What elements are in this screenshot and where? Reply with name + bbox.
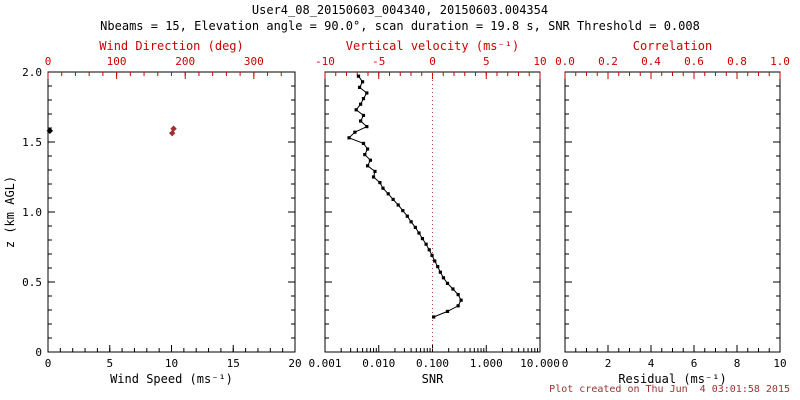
svg-text:10: 10 [533, 55, 546, 68]
svg-text:300: 300 [244, 55, 264, 68]
plot-title: User4_08_20150603_004340, 20150603.00435… [251, 3, 549, 17]
snr-profile-points [347, 74, 463, 319]
svg-text:6: 6 [691, 357, 698, 370]
panel-vertical-velocity-snr: 0.001 0.010 0.100 1.000 10.000 SNR -10 -5 0 5 10 Ve… [308, 39, 559, 386]
svg-text:5: 5 [106, 357, 113, 370]
plot-subtitle: Nbeams = 15, Elevation angle = 90.0°, sc… [100, 19, 700, 33]
panel-frame [47, 71, 296, 353]
svg-text:0: 0 [45, 357, 52, 370]
svg-text:0.5: 0.5 [22, 276, 42, 289]
plot-created-timestamp: Plot created on Thu Jun 4 03:01:58 2015 [549, 384, 790, 395]
svg-text:0.6: 0.6 [684, 55, 704, 68]
svg-text:Wind Speed (ms⁻¹): Wind Speed (ms⁻¹) [110, 372, 233, 386]
svg-text:100: 100 [107, 55, 127, 68]
svg-text:15: 15 [227, 357, 240, 370]
wind-direction-points [168, 125, 177, 137]
svg-text:10: 10 [165, 357, 178, 370]
svg-text:0.4: 0.4 [641, 55, 661, 68]
svg-text:0: 0 [429, 55, 436, 68]
svg-text:0.2: 0.2 [598, 55, 618, 68]
wind-speed-points [46, 127, 54, 134]
svg-text:0: 0 [562, 357, 569, 370]
svg-text:SNR: SNR [422, 372, 444, 386]
svg-text:1.000: 1.000 [470, 357, 503, 370]
svg-text:20: 20 [288, 357, 301, 370]
svg-text:-10: -10 [315, 55, 335, 68]
svg-text:Vertical velocity (ms⁻¹): Vertical velocity (ms⁻¹) [346, 39, 519, 53]
svg-text:2: 2 [605, 357, 612, 370]
svg-text:Correlation: Correlation [633, 39, 712, 53]
svg-text:10.000: 10.000 [520, 357, 560, 370]
svg-text:10: 10 [773, 357, 786, 370]
svg-text:5: 5 [483, 55, 490, 68]
svg-text:0.0: 0.0 [555, 55, 575, 68]
svg-text:0: 0 [45, 55, 52, 68]
panel-frame [564, 71, 781, 353]
svg-text:0.8: 0.8 [727, 55, 747, 68]
svg-text:Wind Direction (deg): Wind Direction (deg) [99, 39, 244, 53]
y-axis-title: z (km AGL) [3, 176, 17, 248]
svg-text:0.010: 0.010 [362, 357, 395, 370]
panel-wind: 0 5 10 15 20 Wind Speed (ms⁻¹) 0 100 200 300Wind … [22, 39, 302, 386]
svg-text:1.5: 1.5 [22, 136, 42, 149]
svg-text:1.0: 1.0 [22, 206, 42, 219]
svg-text:Residual (ms⁻¹): Residual (ms⁻¹) [618, 372, 726, 386]
svg-text:4: 4 [648, 357, 655, 370]
svg-text:200: 200 [175, 55, 195, 68]
svg-text:z (km AGL): z (km AGL) [3, 176, 17, 248]
snr-profile-line [348, 75, 462, 318]
panel-residual-correlation: 0 2 4 6 8 10 Residual (ms⁻¹) 0.0 0.2 0.4 0.6 0.8 1.0… [555, 39, 790, 386]
svg-text:8: 8 [734, 357, 741, 370]
svg-text:0: 0 [35, 346, 42, 359]
svg-text:1.0: 1.0 [770, 55, 790, 68]
svg-text:0.100: 0.100 [416, 357, 449, 370]
svg-text:2.0: 2.0 [22, 66, 42, 79]
svg-text:-5: -5 [372, 55, 385, 68]
svg-text:0.001: 0.001 [308, 357, 341, 370]
